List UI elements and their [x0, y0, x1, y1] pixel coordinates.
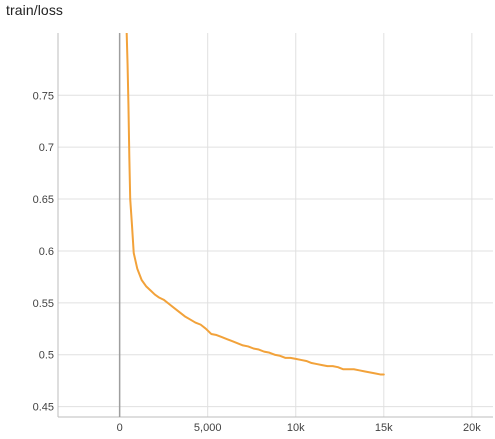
x-tick-label: 5,000: [194, 422, 222, 434]
y-tick-label: 0.65: [33, 194, 54, 206]
y-tick-label: 0.45: [33, 402, 54, 414]
x-tick-label: 20k: [463, 422, 481, 434]
y-tick-label: 0.6: [39, 246, 54, 258]
x-tick-label: 15k: [375, 422, 393, 434]
y-tick-label: 0.55: [33, 298, 54, 310]
axis-layer: [57, 33, 493, 418]
tick-labels: 0.45 0.5 0.55 0.6 0.65 0.7 0.75 0 5,000 10k 15k 20k: [33, 90, 482, 434]
y-tick-label: 0.7: [39, 142, 54, 154]
x-tick-label: 10k: [287, 422, 305, 434]
series-layer: [125, 33, 385, 376]
y-tick-label: 0.75: [33, 90, 54, 102]
loss-series-line: [125, 33, 385, 376]
chart-title: train/loss: [6, 2, 64, 18]
grid-layer: [58, 33, 493, 417]
x-tick-label: 0: [117, 422, 123, 434]
y-tick-label: 0.5: [39, 350, 54, 362]
